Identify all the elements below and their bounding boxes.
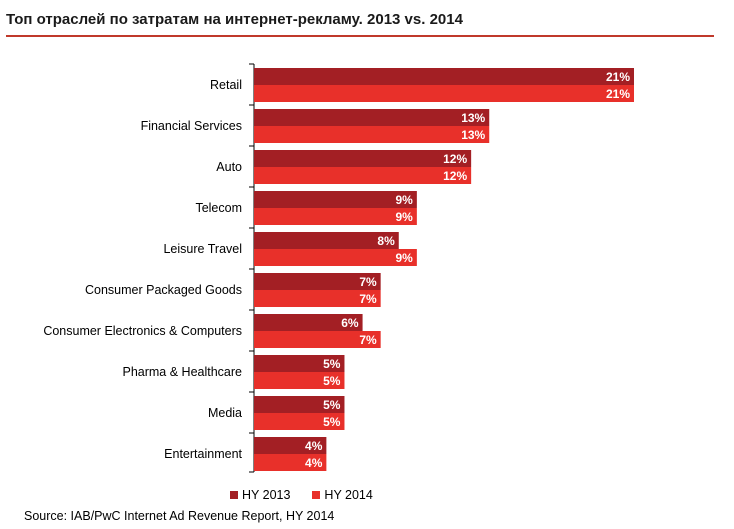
bar-value-label: 21% (606, 70, 630, 84)
bar-value-label: 5% (323, 357, 341, 371)
bar-value-label: 5% (323, 415, 341, 429)
bar-hy2014 (254, 167, 472, 184)
category-label: Entertainment (164, 447, 242, 461)
bar-value-label: 13% (461, 111, 485, 125)
bar-value-label: 13% (461, 128, 485, 142)
bar-value-label: 9% (396, 251, 414, 265)
bar-value-label: 21% (606, 87, 630, 101)
category-label: Retail (210, 78, 242, 92)
bar-value-label: 7% (359, 275, 377, 289)
title-rule (6, 35, 714, 37)
bar-hy2013 (254, 355, 345, 372)
bar-value-label: 9% (396, 193, 414, 207)
bar-value-label: 8% (377, 234, 395, 248)
category-label: Telecom (195, 201, 242, 215)
bar-value-label: 7% (359, 333, 377, 347)
bar-hy2013 (254, 109, 490, 126)
bar-hy2014 (254, 208, 417, 225)
legend-swatch-hy2013 (230, 491, 238, 499)
category-label: Financial Services (141, 119, 242, 133)
legend-label-hy2014: HY 2014 (324, 488, 373, 502)
legend: HY 2013 HY 2014 (230, 488, 373, 502)
bar-hy2014 (254, 413, 345, 430)
bar-hy2014 (254, 454, 327, 471)
bar-value-label: 4% (305, 439, 323, 453)
bar-hy2014 (254, 126, 490, 143)
bar-value-label: 7% (359, 292, 377, 306)
legend-label-hy2013: HY 2013 (242, 488, 291, 502)
bar-hy2013 (254, 150, 472, 167)
category-label: Media (208, 406, 242, 420)
category-label: Pharma & Healthcare (122, 365, 242, 379)
bar-value-label: 12% (443, 169, 467, 183)
category-label: Leisure Travel (163, 242, 242, 256)
bar-value-label: 9% (396, 210, 414, 224)
bar-hy2013 (254, 68, 634, 85)
source-note: Source: IAB/PwC Internet Ad Revenue Repo… (24, 509, 335, 523)
bar-value-label: 6% (341, 316, 359, 330)
category-label: Auto (216, 160, 242, 174)
legend-item-hy2014: HY 2014 (312, 488, 373, 502)
bar-value-label: 12% (443, 152, 467, 166)
legend-item-hy2013: HY 2013 (230, 488, 290, 502)
bar-hy2014 (254, 290, 381, 307)
category-label: Consumer Packaged Goods (85, 283, 242, 297)
bar-hy2014 (254, 249, 417, 266)
bar-hy2013 (254, 232, 399, 249)
bar-hy2013 (254, 314, 363, 331)
bar-hy2013 (254, 191, 417, 208)
bar-hy2013 (254, 437, 327, 454)
bar-hy2014 (254, 85, 634, 102)
page-title: Топ отраслей по затратам на интернет-рек… (6, 11, 463, 28)
bar-hy2013 (254, 273, 381, 290)
bar-hy2013 (254, 396, 345, 413)
bar-value-label: 5% (323, 398, 341, 412)
legend-swatch-hy2014 (312, 491, 321, 499)
bar-value-label: 4% (305, 456, 323, 470)
bar-value-label: 5% (323, 374, 341, 388)
bar-hy2014 (254, 372, 345, 389)
category-label: Consumer Electronics & Computers (43, 324, 242, 338)
bar-hy2014 (254, 331, 381, 348)
